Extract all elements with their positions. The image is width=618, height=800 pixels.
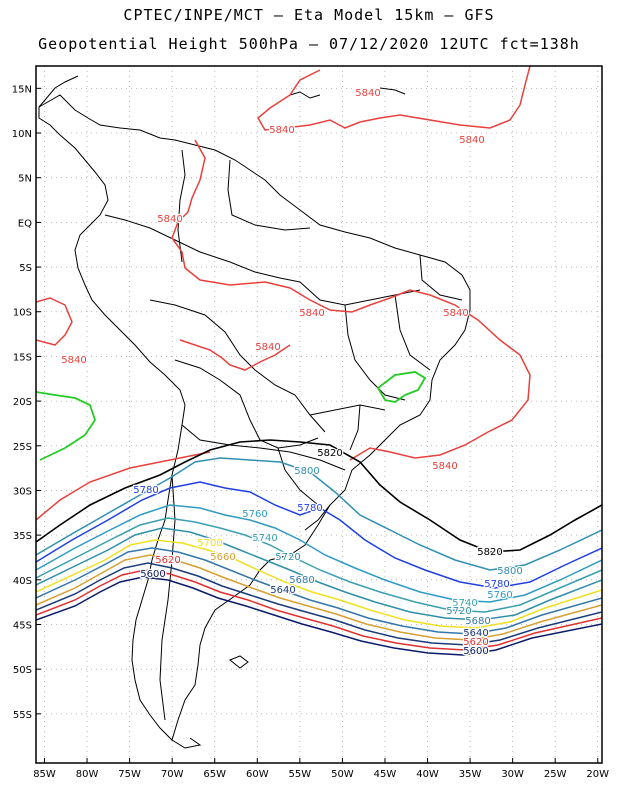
- contour-label: 5800: [294, 466, 319, 477]
- contour-label: 5780: [133, 485, 158, 496]
- lon-tick-label: 70W: [161, 769, 184, 780]
- contour-label: 5780: [297, 503, 322, 514]
- contour-label: 5840: [255, 342, 280, 353]
- lat-tick-label: 25S: [13, 442, 32, 453]
- lon-tick-label: 50W: [331, 769, 354, 780]
- lon-tick-label: 45W: [374, 769, 397, 780]
- contour-label: 5720: [275, 552, 300, 563]
- lat-tick-label: 5S: [19, 263, 32, 274]
- contour-label: 5760: [242, 509, 267, 520]
- contour-label: 5840: [157, 214, 182, 225]
- contour-label: 5620: [155, 555, 180, 566]
- contour-label: 5720: [446, 606, 471, 617]
- lon-tick-label: 25W: [544, 769, 567, 780]
- lat-tick-label: 40S: [13, 576, 32, 587]
- contour-label: 5680: [465, 616, 490, 627]
- lon-tick-label: 20W: [586, 769, 609, 780]
- contour-label: 5660: [210, 552, 235, 563]
- lat-tick-label: 55S: [13, 710, 32, 721]
- lon-tick-label: 55W: [289, 769, 312, 780]
- map-title-line2: Geopotential Height 500hPa – 07/12/2020 …: [38, 35, 580, 53]
- lon-tick-label: 75W: [118, 769, 141, 780]
- contour-label: 5840: [355, 88, 380, 99]
- contour-label: 5640: [270, 585, 295, 596]
- lon-tick-label: 85W: [33, 769, 56, 780]
- lon-tick-label: 65W: [203, 769, 226, 780]
- contour-label: 5780: [484, 579, 509, 590]
- lat-tick-label: 15S: [13, 352, 32, 363]
- lon-tick-label: 80W: [76, 769, 99, 780]
- lat-tick-label: 5N: [18, 174, 32, 185]
- contour-label: 5740: [252, 533, 277, 544]
- lat-tick-label: EQ: [18, 218, 32, 229]
- map-frame: [35, 65, 603, 764]
- contour-5840: [36, 66, 531, 521]
- lat-tick-label: 20S: [13, 397, 32, 408]
- contour-label: 5840: [459, 135, 484, 146]
- contour-label: 5840: [299, 308, 324, 319]
- contour-5820: [36, 439, 602, 553]
- lat-tick-label: 30S: [13, 486, 32, 497]
- contour-label: 5740: [452, 598, 477, 609]
- contour-green: [36, 371, 427, 461]
- lon-tick-label: 40W: [416, 769, 439, 780]
- contour-label: 5820: [317, 448, 342, 459]
- contour-label: 5840: [432, 461, 457, 472]
- landmass-south-america: [38, 75, 471, 749]
- contour-label: 5600: [140, 569, 165, 580]
- contour-band: [36, 457, 602, 656]
- contour-label: 5840: [61, 355, 86, 366]
- lat-tick-label: 35S: [13, 531, 32, 542]
- lat-tick-label: 45S: [13, 620, 32, 631]
- lat-tick-label: 50S: [13, 665, 32, 676]
- contour-label: 5640: [463, 628, 488, 639]
- lat-tick-label: 10S: [13, 308, 32, 319]
- contour-label: 5800: [497, 566, 522, 577]
- contour-label: 5620: [463, 637, 488, 648]
- lon-tick-label: 60W: [246, 769, 269, 780]
- contour-label: 5840: [443, 308, 468, 319]
- contour-label: 5760: [487, 590, 512, 601]
- contour-label: 5840: [269, 125, 294, 136]
- lat-tick-label: 15N: [12, 84, 32, 95]
- map-title-line1: CPTEC/INPE/MCT – Eta Model 15km – GFS: [123, 6, 495, 24]
- contour-label: 5680: [289, 575, 314, 586]
- lon-tick-label: 35W: [459, 769, 482, 780]
- axis-ticks: 85W 80W 75W 70W 65W 60W 55W 50W 45W 40W 35W 30W 25W 2…: [12, 84, 609, 780]
- contour-label: 5700: [197, 538, 222, 549]
- contour-label: 5820: [477, 547, 502, 558]
- contour-labels: 5840 5840 5840 5840 5840 5840 5840 5840 5840 5820…: [60, 87, 524, 659]
- lat-tick-label: 10N: [12, 129, 32, 140]
- contour-label: 5600: [463, 646, 488, 657]
- lon-tick-label: 30W: [501, 769, 524, 780]
